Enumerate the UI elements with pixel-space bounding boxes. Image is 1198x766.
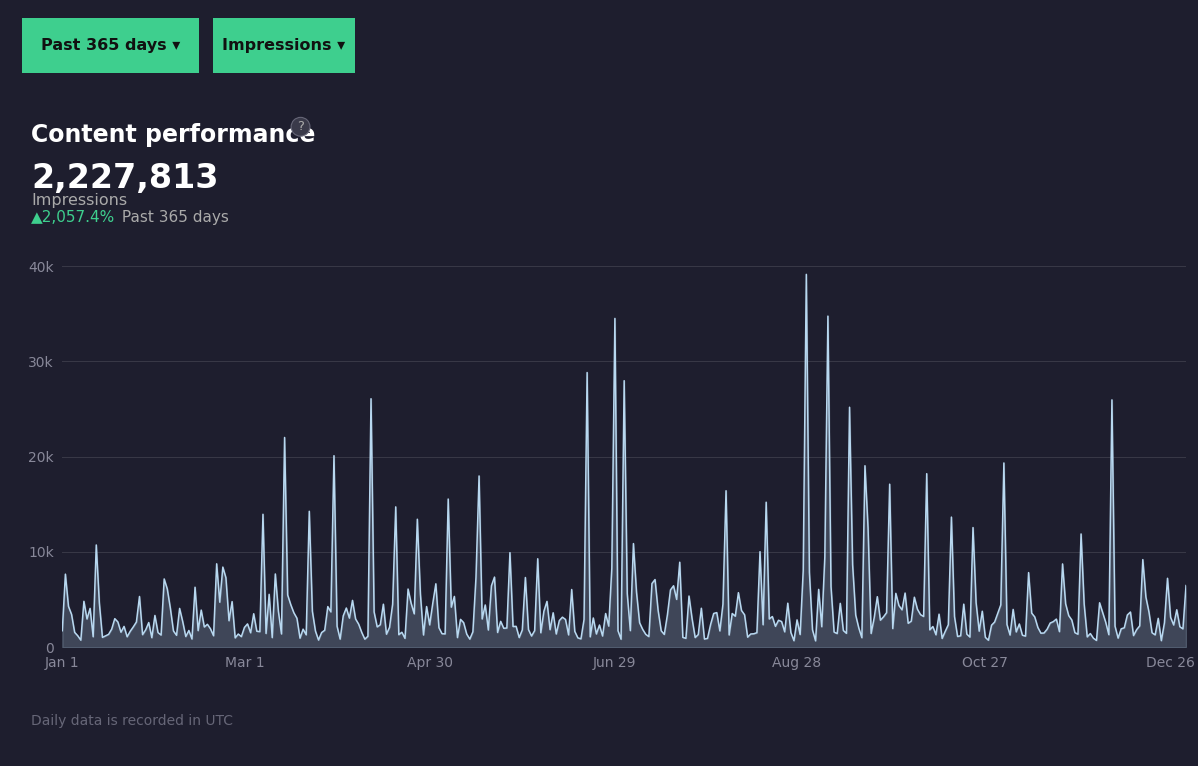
Text: Content performance: Content performance <box>31 123 315 146</box>
Text: Daily data is recorded in UTC: Daily data is recorded in UTC <box>31 714 234 728</box>
Text: Past 365 days ▾: Past 365 days ▾ <box>41 38 180 53</box>
Text: Impressions: Impressions <box>31 193 127 208</box>
Text: Past 365 days: Past 365 days <box>117 210 229 225</box>
Text: 2,227,813: 2,227,813 <box>31 162 219 195</box>
Text: ?: ? <box>297 120 304 133</box>
FancyBboxPatch shape <box>199 12 369 78</box>
Text: ▲2,057.4%: ▲2,057.4% <box>31 210 115 225</box>
FancyBboxPatch shape <box>4 12 217 78</box>
Text: Impressions ▾: Impressions ▾ <box>223 38 345 53</box>
